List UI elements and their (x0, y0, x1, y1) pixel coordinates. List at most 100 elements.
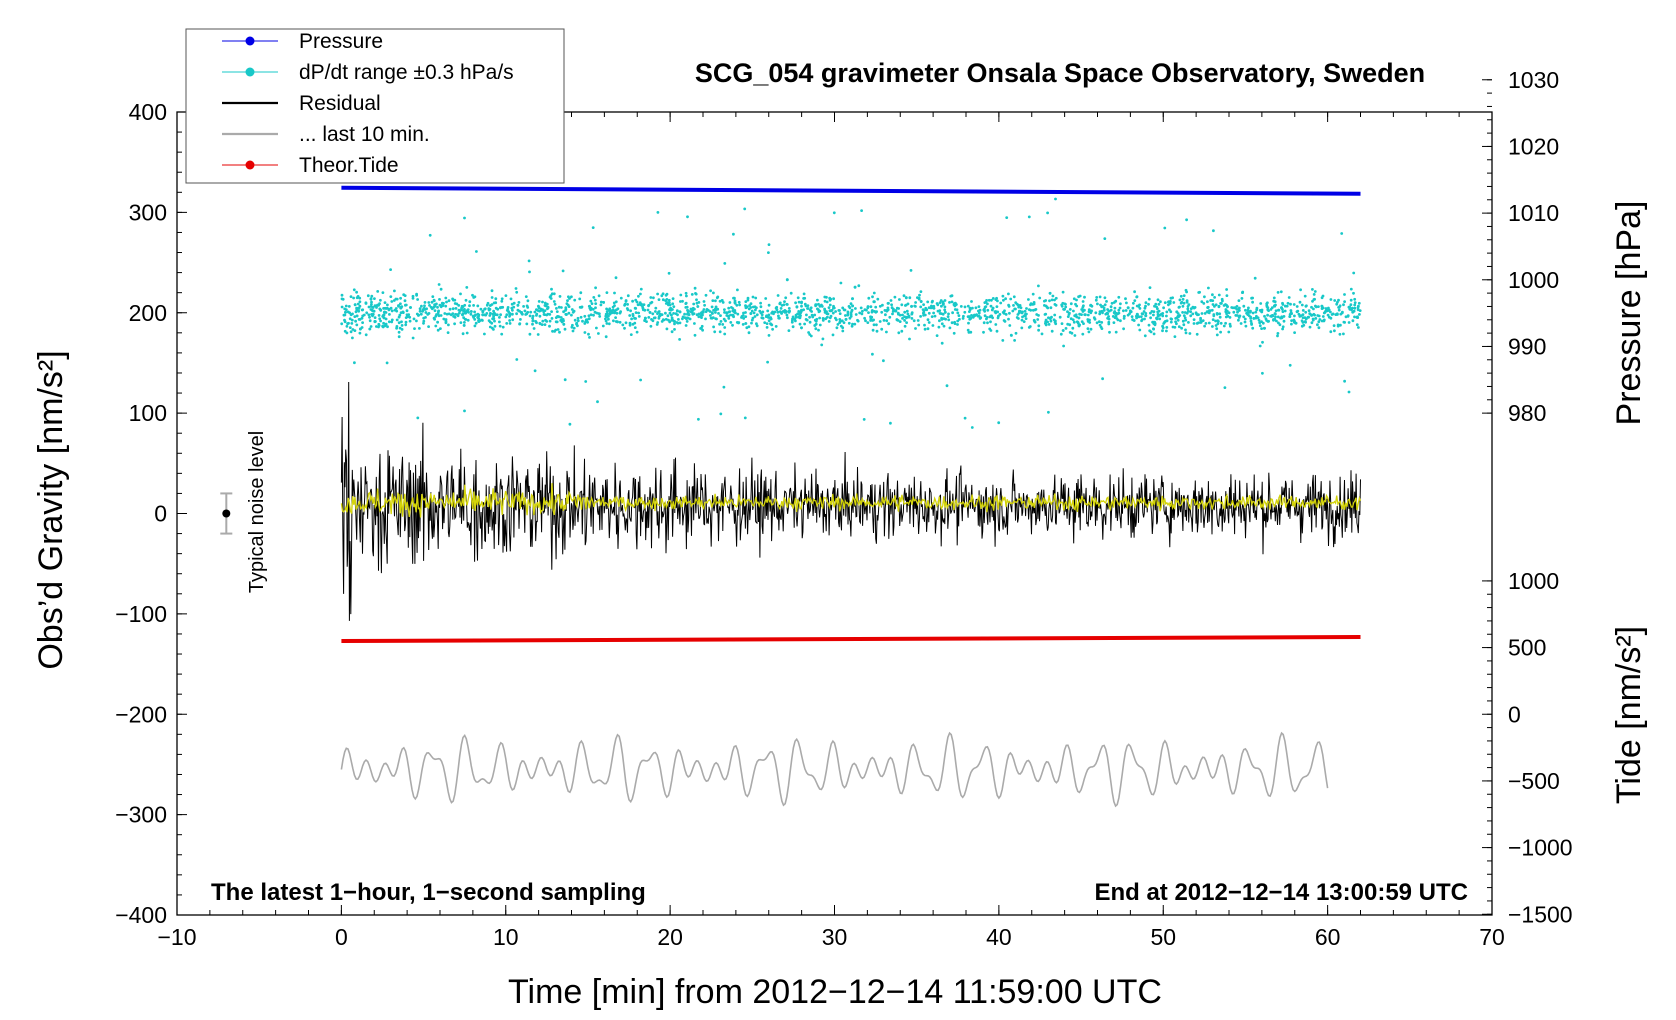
dpdt-point (1152, 310, 1156, 314)
dpdt-point (657, 298, 661, 301)
dpdt-point (842, 321, 846, 324)
dpdt-point (556, 328, 560, 331)
dpdt-point (720, 299, 724, 302)
dpdt-point (343, 320, 347, 324)
dpdt-point (949, 294, 953, 298)
dpdt-point (634, 311, 638, 314)
dpdt-point (881, 303, 884, 307)
dpdt-point (1161, 312, 1165, 315)
dpdt-point (1054, 197, 1057, 201)
dpdt-point (1293, 331, 1296, 334)
dpdt-point (1277, 308, 1281, 312)
dpdt-point (889, 421, 892, 425)
dpdt-point (1153, 322, 1157, 325)
dpdt-point (489, 311, 492, 315)
dpdt-point (871, 328, 875, 332)
dpdt-point (983, 307, 986, 311)
dpdt-point (1198, 290, 1201, 294)
dpdt-point (1238, 309, 1241, 312)
dpdt-point (1225, 288, 1228, 291)
dpdt-point (825, 312, 829, 315)
dpdt-point (785, 303, 789, 306)
dpdt-point (807, 331, 810, 334)
dpdt-point (1251, 311, 1255, 315)
dpdt-point (834, 310, 837, 313)
dpdt-point (1031, 292, 1035, 296)
dpdt-point (1101, 311, 1104, 315)
noise-bar (220, 492, 233, 535)
dpdt-point (550, 317, 554, 320)
dpdt-point (797, 310, 801, 313)
dpdt-point (588, 336, 591, 339)
dpdt-point (435, 302, 438, 306)
dpdt-point (693, 286, 697, 290)
dpdt-point (890, 306, 894, 310)
dpdt-point (1061, 329, 1065, 332)
series-residual (340, 381, 1361, 621)
dpdt-point (436, 305, 439, 309)
dpdt-point (1224, 308, 1228, 311)
dpdt-point (641, 308, 645, 312)
dpdt-point (1358, 309, 1362, 312)
dpdt-point (684, 324, 688, 327)
dpdt-point (675, 309, 679, 313)
dpdt-point (690, 310, 694, 314)
dpdt-point (1241, 291, 1244, 294)
dpdt-point (982, 321, 986, 325)
dpdt-point (1350, 308, 1353, 312)
dpdt-point (589, 299, 593, 303)
dpdt-point (436, 320, 439, 324)
dpdt-point (736, 288, 739, 292)
dpdt-point (576, 324, 579, 328)
dpdt-point (728, 301, 732, 304)
dpdt-point (708, 310, 712, 313)
dpdt-point (779, 307, 783, 310)
dpdt-point (1014, 331, 1018, 335)
dpdt-point (846, 312, 850, 315)
dpdt-point (469, 310, 473, 313)
dpdt-point (1329, 330, 1333, 334)
dpdt-point (423, 301, 427, 304)
dpdt-point (1224, 303, 1227, 306)
dpdt-point (1180, 326, 1183, 330)
dpdt-point (399, 296, 402, 300)
dpdt-point (667, 301, 671, 304)
dpdt-point (1063, 307, 1066, 311)
dpdt-point (914, 327, 917, 330)
dpdt-point (1224, 310, 1228, 314)
dpdt-point (623, 302, 627, 306)
dpdt-point (1022, 320, 1026, 323)
dpdt-point (678, 321, 682, 325)
dpdt-point (626, 303, 629, 306)
dpdt-point (1282, 319, 1286, 323)
dpdt-point (639, 292, 642, 296)
dpdt-point (1295, 310, 1299, 313)
dpdt-point (1339, 323, 1342, 327)
dpdt-point (1247, 314, 1251, 318)
dpdt-point (948, 326, 952, 330)
dpdt-point (952, 331, 956, 335)
dpdt-point (1114, 314, 1118, 318)
dpdt-point (370, 303, 373, 306)
dpdt-point (1004, 297, 1007, 301)
dpdt-point (1066, 315, 1070, 318)
dpdt-point (714, 299, 717, 303)
dpdt-point (1333, 299, 1337, 302)
dpdt-point (998, 313, 1002, 316)
dpdt-point (1112, 301, 1116, 304)
dpdt-point (1260, 310, 1263, 314)
dpdt-point (536, 333, 540, 336)
dpdt-point (1244, 308, 1247, 312)
dpdt-point (1033, 308, 1037, 312)
dpdt-point (1054, 322, 1058, 326)
dpdt-point (709, 289, 712, 293)
dpdt-point (342, 313, 346, 317)
dpdt-point (437, 314, 441, 318)
dpdt-point (1337, 298, 1340, 302)
dpdt-point (935, 302, 939, 305)
legend-label: dP/dt range ±0.3 hPa/s (299, 61, 514, 84)
dpdt-point (692, 302, 696, 306)
dpdt-point (1282, 315, 1286, 318)
dpdt-point (1329, 298, 1333, 301)
dpdt-point (426, 313, 430, 316)
